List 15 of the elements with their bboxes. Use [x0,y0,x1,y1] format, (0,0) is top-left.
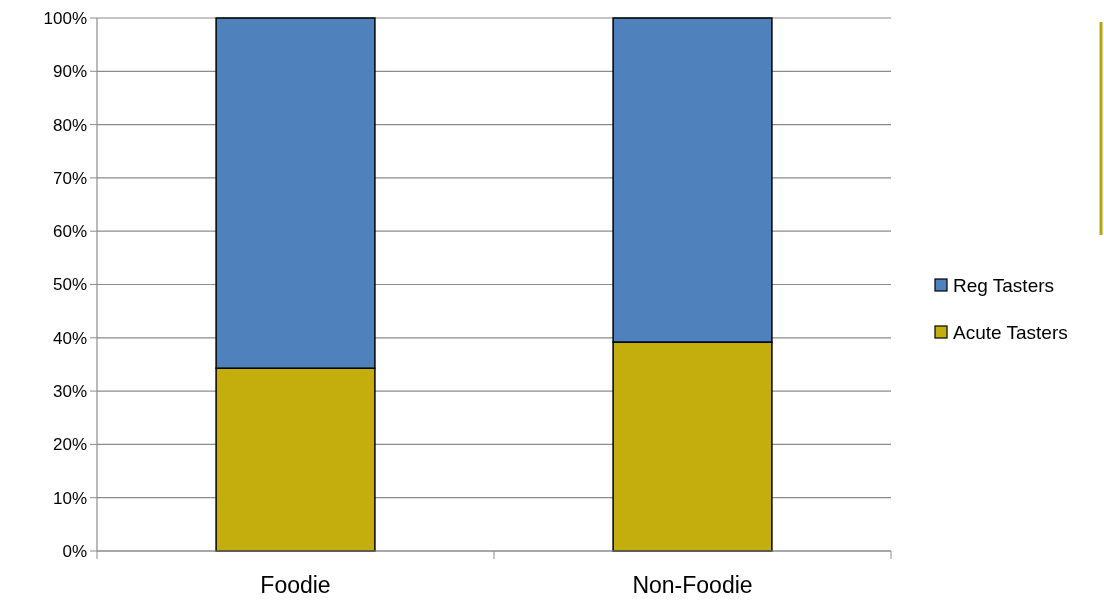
x-tick-label: Non-Foodie [632,572,753,598]
y-tick-label: 80% [52,115,87,135]
y-tick-label: 100% [43,8,87,28]
y-tick-label: 10% [52,488,87,508]
y-tick-label: 70% [52,168,87,188]
y-tick-label: 20% [52,435,87,455]
y-tick-label: 90% [52,62,87,82]
y-tick-label: 40% [52,328,87,348]
legend-label: Reg Tasters [953,274,1055,296]
y-tick-label: 0% [62,541,87,561]
y-tick-label: 60% [52,222,87,242]
y-tick-label: 30% [52,382,87,402]
x-tick-label: Foodie [260,572,331,598]
legend-label: Acute Tasters [953,321,1068,343]
y-tick-label: 50% [52,275,87,295]
